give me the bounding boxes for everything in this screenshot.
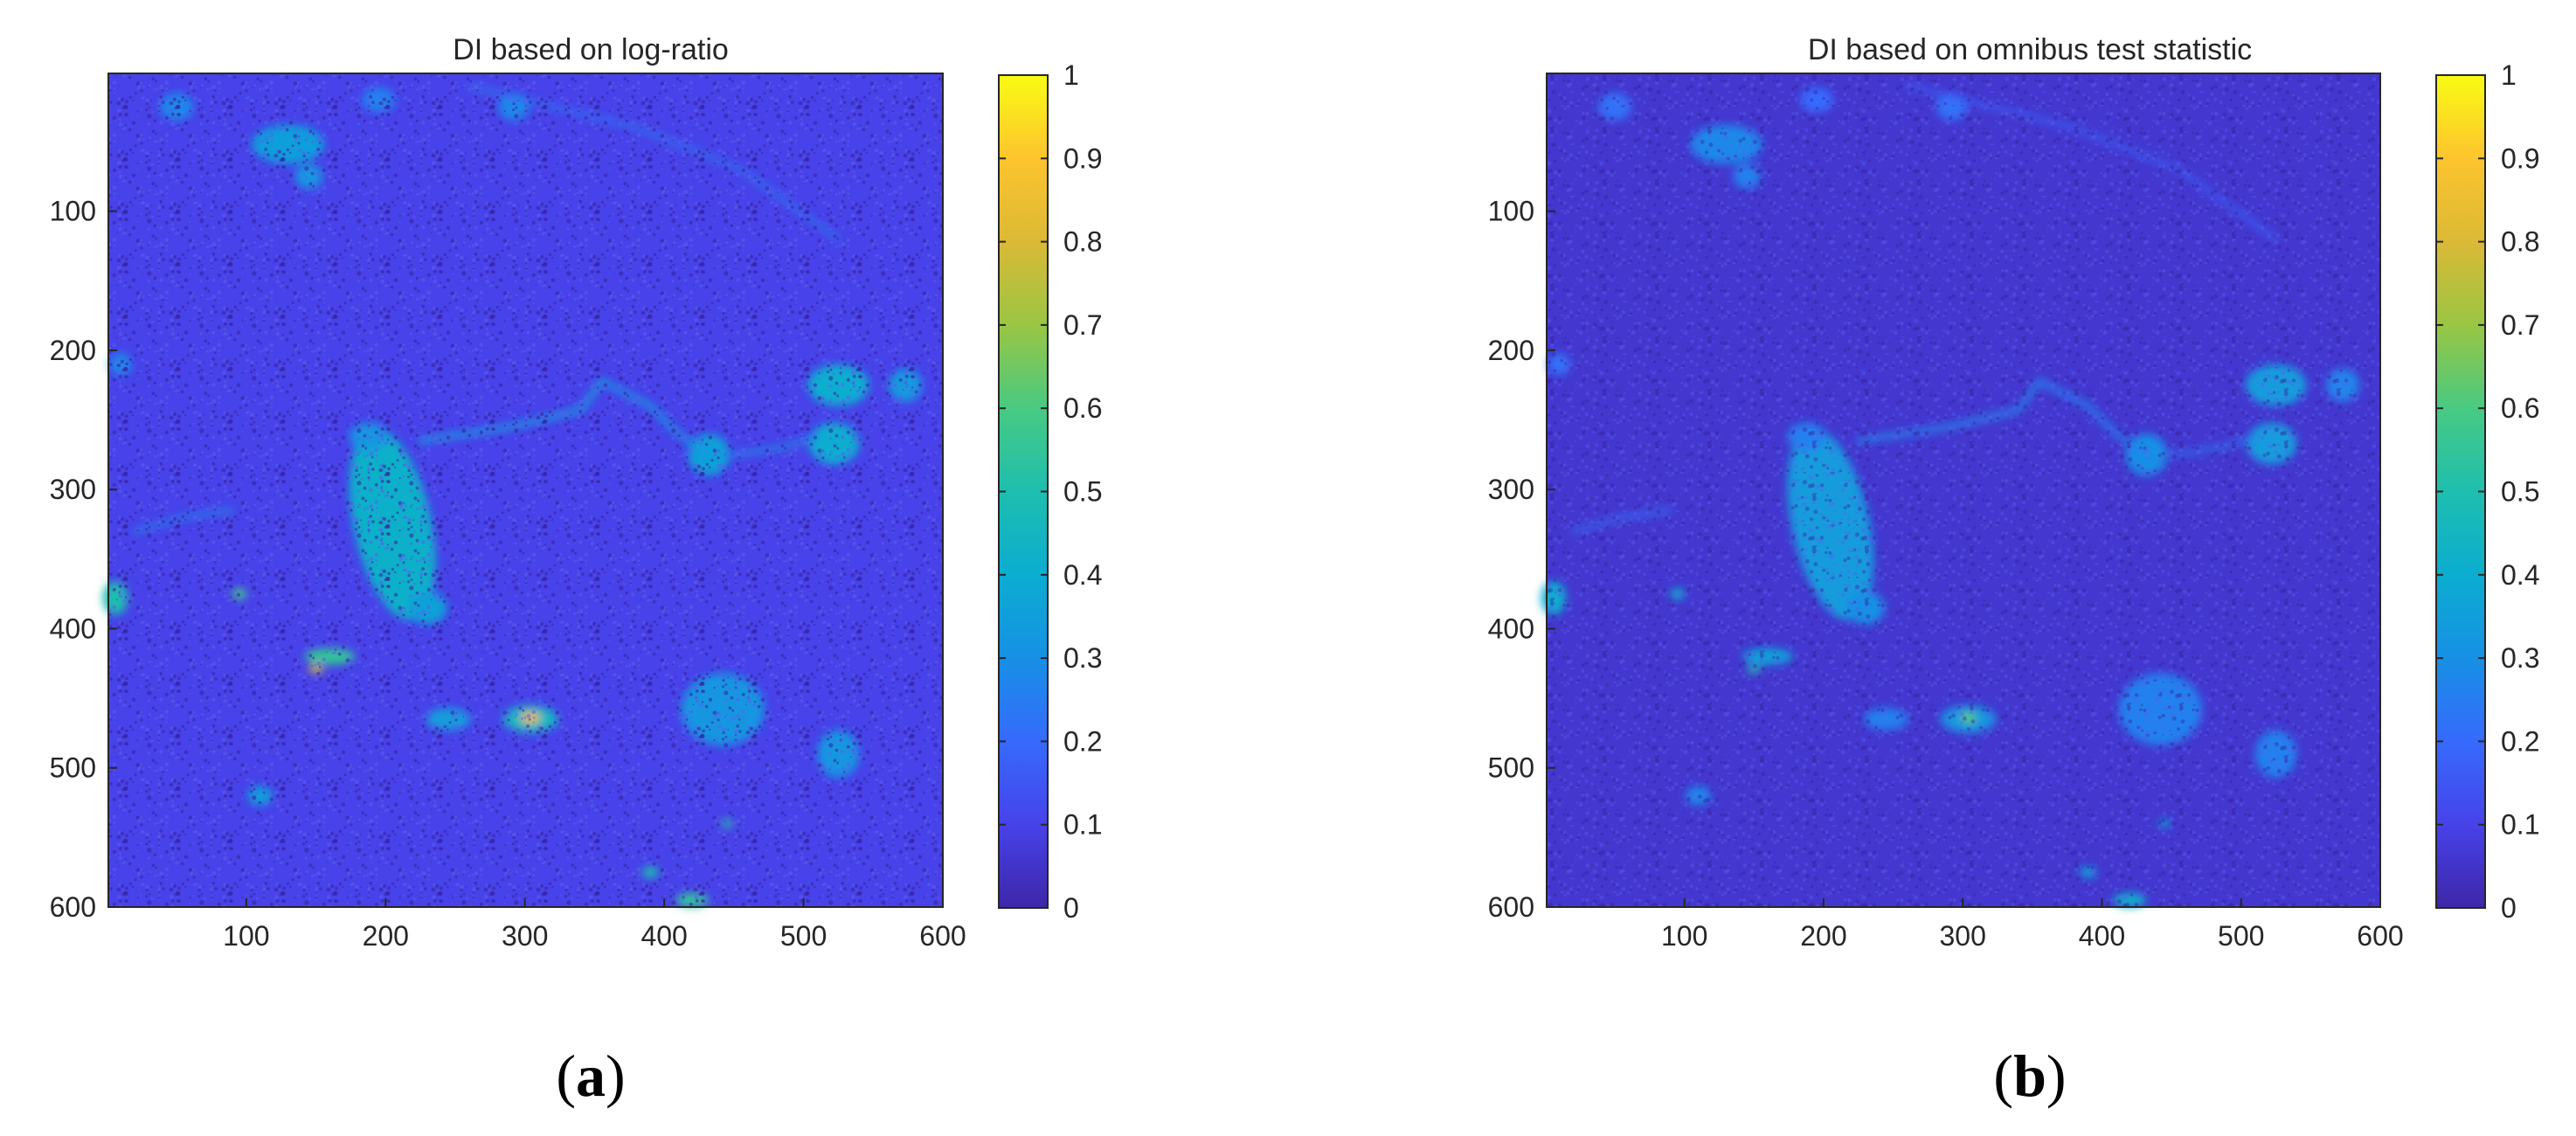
y-tick-label: 100 [1488, 196, 1534, 227]
colorbar-tick-label: 0.5 [1063, 476, 1102, 508]
colorbar-tick-label: 0.9 [1063, 142, 1102, 174]
panel-a-texture [108, 73, 943, 907]
panel-b-y-axis: 100 200 300 400 500 600 [1488, 196, 1555, 923]
colorbar-tick-label: 0.2 [1063, 725, 1102, 757]
x-tick-label: 200 [1800, 920, 1846, 952]
panel-a-colorbar-gradient [999, 75, 1048, 908]
panel-b-title: DI based on omnibus test statistic [1808, 33, 2252, 66]
colorbar-tick-label: 0.7 [2501, 309, 2539, 341]
colorbar-tick-label: 0.1 [2501, 809, 2539, 841]
x-tick-label: 600 [2357, 920, 2403, 952]
colorbar-tick-label: 0 [2501, 892, 2517, 924]
y-tick-label: 300 [1488, 474, 1534, 505]
x-tick-label: 500 [780, 920, 827, 952]
colorbar-tick-label: 0.7 [1063, 309, 1102, 341]
panel-a-caption-letter: a [576, 1042, 606, 1109]
x-tick-label: 300 [1940, 920, 1986, 952]
x-tick-label: 600 [919, 920, 966, 952]
colorbar-tick-label: 0.9 [2501, 142, 2539, 174]
x-tick-label: 400 [641, 920, 687, 952]
colorbar-tick-label: 0.4 [1063, 559, 1102, 591]
panel-a-title: DI based on log-ratio [453, 33, 729, 66]
panel-b-colorbar: 0 0.1 0.2 0.3 0.4 0.5 0.6 0.7 0.8 0.9 1 [2435, 59, 2539, 924]
panel-a: DI based on log-ratio 100 200 300 400 500 600… [50, 33, 1103, 1109]
y-tick-label: 600 [1488, 891, 1534, 923]
panel-a-colorbar: 0 0.1 0.2 0.3 0.4 0.5 0.6 0.7 0.8 0.9 1 [998, 59, 1102, 924]
panel-a-heatmap [102, 73, 944, 908]
y-tick-label: 400 [1488, 613, 1534, 644]
colorbar-tick-label: 0 [1063, 892, 1079, 924]
colorbar-tick-label: 0.2 [2501, 725, 2539, 757]
y-tick-label: 500 [1488, 752, 1534, 784]
panel-a-x-axis: 100 200 300 400 500 600 [223, 898, 966, 952]
colorbar-tick-label: 0.3 [1063, 642, 1102, 674]
x-tick-label: 300 [502, 920, 548, 952]
x-tick-label: 400 [2079, 920, 2125, 952]
colorbar-tick-label: 0.1 [1063, 809, 1102, 841]
panel-b-colorbar-gradient [2436, 75, 2485, 908]
panel-b-x-axis: 100 200 300 400 500 600 [1661, 898, 2404, 952]
colorbar-tick-label: 0.4 [2501, 559, 2539, 591]
colorbar-tick-label: 0.3 [2501, 642, 2539, 674]
colorbar-tick-label: 1 [1063, 59, 1079, 91]
colorbar-tick-label: 1 [2501, 59, 2517, 91]
colorbar-tick-label: 0.6 [1063, 392, 1102, 424]
x-tick-label: 100 [223, 920, 269, 952]
panel-b-colorbar-ticks: 0 0.1 0.2 0.3 0.4 0.5 0.6 0.7 0.8 0.9 1 [2436, 59, 2539, 924]
y-tick-label: 200 [1488, 335, 1534, 366]
panel-b-heatmap [1541, 73, 2381, 908]
panel-b-caption: (b) [1993, 1042, 2066, 1109]
panel-b-texture [1547, 73, 2380, 907]
colorbar-tick-label: 0.8 [2501, 226, 2539, 258]
y-tick-label: 400 [50, 613, 96, 644]
colorbar-tick-label: 0.8 [1063, 226, 1102, 258]
panel-a-caption: (a) [556, 1042, 625, 1109]
panel-a-colorbar-ticks: 0 0.1 0.2 0.3 0.4 0.5 0.6 0.7 0.8 0.9 1 [999, 59, 1102, 924]
x-tick-label: 200 [363, 920, 409, 952]
y-tick-label: 500 [50, 752, 96, 784]
y-tick-label: 600 [50, 891, 96, 923]
colorbar-tick-label: 0.5 [2501, 476, 2539, 508]
y-tick-label: 300 [50, 474, 96, 505]
x-tick-label: 500 [2218, 920, 2264, 952]
panel-a-y-axis: 100 200 300 400 500 600 [50, 196, 117, 923]
y-tick-label: 100 [50, 196, 96, 227]
x-tick-label: 100 [1661, 920, 1707, 952]
panel-b: DI based on omnibus test statistic 100 20… [1488, 33, 2540, 1109]
y-tick-label: 200 [50, 335, 96, 366]
panel-b-caption-letter: b [2013, 1042, 2046, 1109]
colorbar-tick-label: 0.6 [2501, 392, 2539, 424]
